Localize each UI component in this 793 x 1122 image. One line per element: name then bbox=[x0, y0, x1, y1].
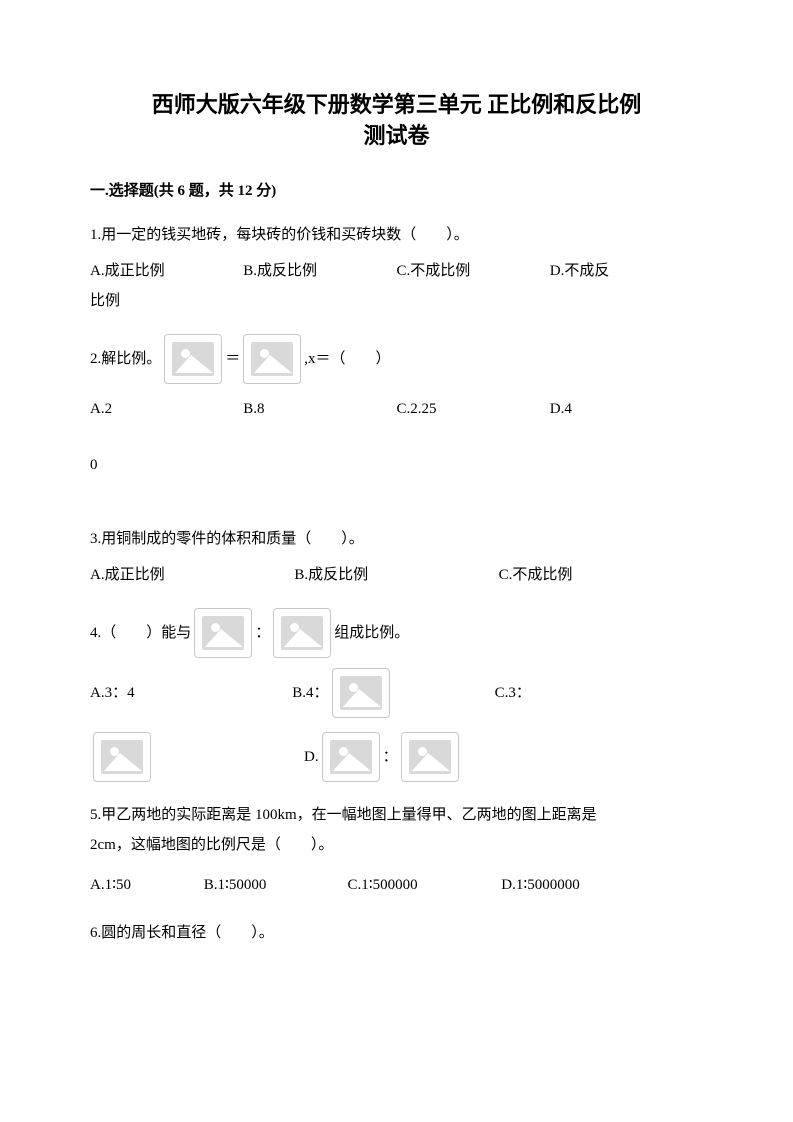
q5-text2: 2cm，这幅地图的比例尺是（ ）。 bbox=[90, 837, 333, 853]
question-5: 5.甲乙两地的实际距离是 100km，在一幅地图上量得甲、乙两地的图上距离是 2… bbox=[90, 800, 703, 900]
section-header: 一.选择题(共 6 题，共 12 分) bbox=[90, 180, 703, 203]
question-2: 2.解比例。 ＝ ,x＝（ ） A.2 B.8 C.2.25 D.4 0 bbox=[90, 334, 703, 506]
q1-text: 1.用一定的钱买地砖，每块砖的价钱和买砖块数（ ）。 bbox=[90, 220, 703, 250]
q3-opt-b: B.成反比例 bbox=[294, 560, 498, 590]
question-6: 6.圆的周长和直径（ ）。 bbox=[90, 918, 703, 948]
q2-extra: 0 bbox=[90, 457, 98, 473]
q3-opt-c: C.不成比例 bbox=[499, 560, 703, 590]
title-line1: 西师大版六年级下册数学第三单元 正比例和反比例 bbox=[152, 92, 642, 117]
q3-text: 3.用铜制成的零件的体积和质量（ ）。 bbox=[90, 524, 703, 554]
image-placeholder-icon bbox=[322, 732, 380, 782]
title-line2: 测试卷 bbox=[363, 123, 429, 148]
image-placeholder-icon bbox=[93, 732, 151, 782]
q5-opt-c: C.1∶500000 bbox=[348, 870, 498, 900]
q1-opt-d: D.不成反 bbox=[550, 256, 703, 286]
q1-opt-b: B.成反比例 bbox=[243, 256, 396, 286]
q1-options: A.成正比例 B.成反比例 C.不成比例 D.不成反 bbox=[90, 256, 703, 286]
q4-prefix: 4.（ ）能与 bbox=[90, 608, 191, 658]
q1-opt-d-wrap: 比例 bbox=[90, 293, 120, 309]
q2-prefix: 2.解比例。 bbox=[90, 334, 161, 384]
q2-opt-d: D.4 bbox=[550, 394, 703, 424]
q4-options-row1: A.3：4 B.4： C.3： bbox=[90, 668, 703, 718]
q5-opt-a: A.1∶50 bbox=[90, 870, 200, 900]
q4-options-row2: D. ： bbox=[90, 732, 703, 782]
q4-opt-c: C.3： bbox=[495, 678, 697, 708]
question-1: 1.用一定的钱买地砖，每块砖的价钱和买砖块数（ ）。 A.成正比例 B.成反比例… bbox=[90, 220, 703, 316]
q2-opt-c: C.2.25 bbox=[397, 394, 550, 424]
q4-text-row: 4.（ ）能与 ： 组成比例。 bbox=[90, 608, 703, 658]
q2-opt-a: A.2 bbox=[90, 394, 243, 424]
q4-opt-d-label: D. bbox=[304, 742, 319, 772]
q2-text-row: 2.解比例。 ＝ ,x＝（ ） bbox=[90, 334, 703, 384]
page-title: 西师大版六年级下册数学第三单元 正比例和反比例 测试卷 bbox=[90, 90, 703, 152]
q4-colon: ： bbox=[255, 608, 270, 658]
q4-opt-b-label: B.4： bbox=[292, 678, 328, 708]
image-placeholder-icon bbox=[164, 334, 222, 384]
q3-opt-a: A.成正比例 bbox=[90, 560, 294, 590]
q4-opt-d-colon: ： bbox=[383, 742, 398, 772]
q2-options: A.2 B.8 C.2.25 D.4 bbox=[90, 394, 703, 424]
q2-eq: ＝ bbox=[225, 334, 240, 384]
q2-suffix: ,x＝（ ） bbox=[304, 334, 390, 384]
q5-opt-d: D.1∶5000000 bbox=[501, 870, 580, 900]
q6-text: 6.圆的周长和直径（ ）。 bbox=[90, 925, 274, 941]
q3-options: A.成正比例 B.成反比例 C.不成比例 bbox=[90, 560, 703, 590]
q2-opt-b: B.8 bbox=[243, 394, 396, 424]
q4-suffix: 组成比例。 bbox=[334, 608, 409, 658]
question-4: 4.（ ）能与 ： 组成比例。 A.3：4 B.4： C.3： D. ： bbox=[90, 608, 703, 782]
q1-opt-c: C.不成比例 bbox=[397, 256, 550, 286]
image-placeholder-icon bbox=[243, 334, 301, 384]
q4-opt-a: A.3：4 bbox=[90, 678, 292, 708]
q5-options: A.1∶50 B.1∶50000 C.1∶500000 D.1∶5000000 bbox=[90, 870, 703, 900]
image-placeholder-icon bbox=[273, 608, 331, 658]
image-placeholder-icon bbox=[332, 668, 390, 718]
image-placeholder-icon bbox=[401, 732, 459, 782]
image-placeholder-icon bbox=[194, 608, 252, 658]
q5-text1: 5.甲乙两地的实际距离是 100km，在一幅地图上量得甲、乙两地的图上距离是 bbox=[90, 807, 597, 823]
question-3: 3.用铜制成的零件的体积和质量（ ）。 A.成正比例 B.成反比例 C.不成比例 bbox=[90, 524, 703, 590]
q5-opt-b: B.1∶50000 bbox=[204, 870, 344, 900]
q4-opt-d: D. ： bbox=[304, 732, 462, 782]
q4-opt-b: B.4： bbox=[292, 668, 494, 718]
q1-opt-a: A.成正比例 bbox=[90, 256, 243, 286]
